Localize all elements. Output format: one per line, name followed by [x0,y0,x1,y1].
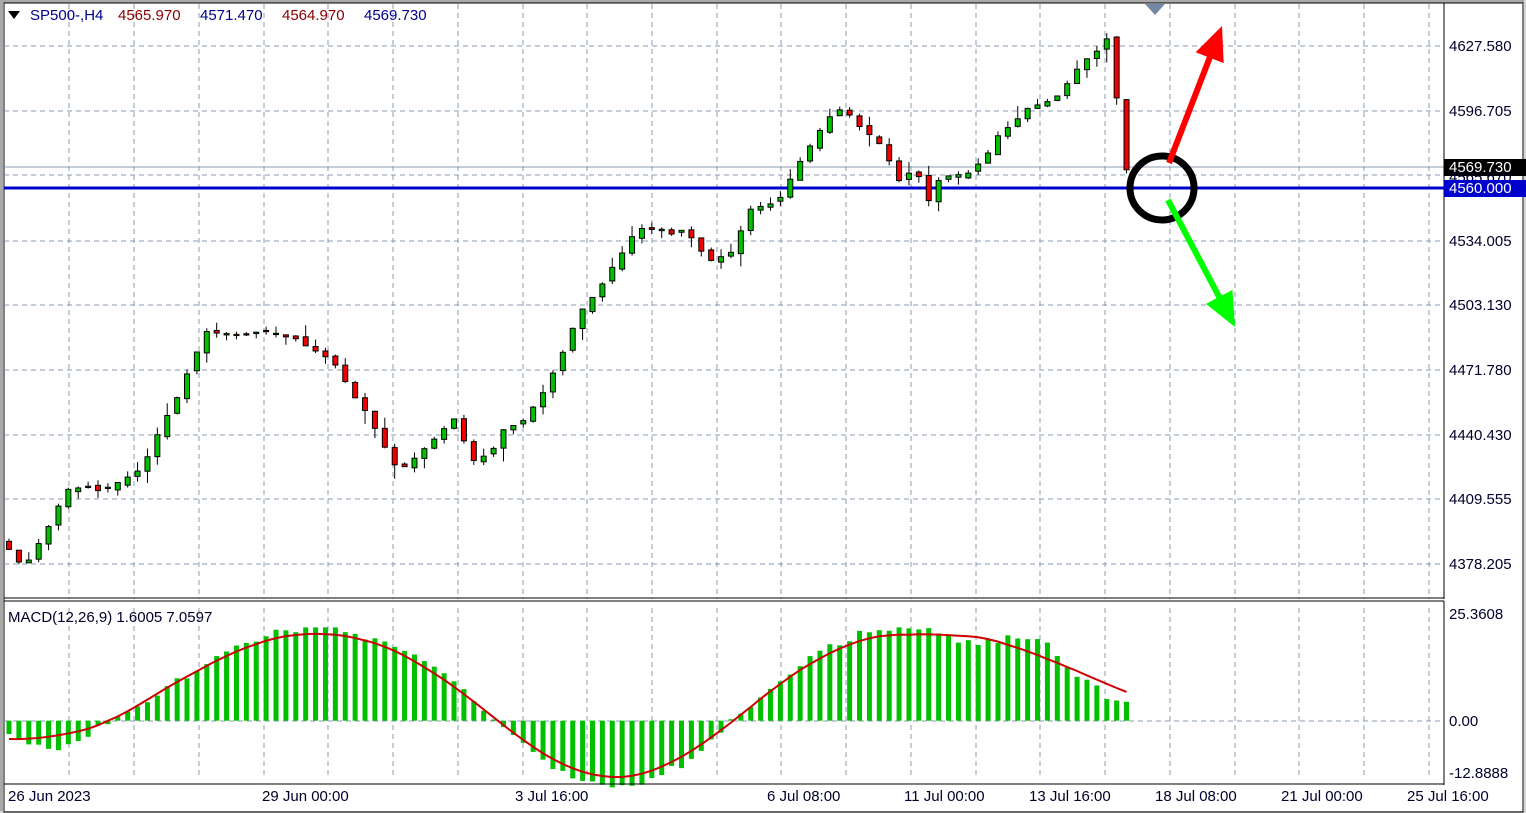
svg-text:4565.970: 4565.970 [118,7,181,24]
svg-text:26 Jun 2023: 26 Jun 2023 [8,788,91,805]
svg-text:4571.470: 4571.470 [200,7,263,24]
svg-text:3 Jul 16:00: 3 Jul 16:00 [515,788,588,805]
svg-text:4471.780: 4471.780 [1449,362,1512,379]
svg-text:4596.705: 4596.705 [1449,103,1512,120]
svg-text:25 Jul 16:00: 25 Jul 16:00 [1407,788,1489,805]
svg-text:4534.005: 4534.005 [1449,233,1512,250]
svg-text:4564.970: 4564.970 [282,7,345,24]
svg-text:4440.430: 4440.430 [1449,427,1512,444]
svg-text:25.3608: 25.3608 [1449,606,1503,623]
svg-text:4503.130: 4503.130 [1449,297,1512,314]
svg-text:0.00: 0.00 [1449,713,1478,730]
svg-text:21 Jul 00:00: 21 Jul 00:00 [1281,788,1363,805]
svg-text:6 Jul 08:00: 6 Jul 08:00 [767,788,840,805]
svg-text:18 Jul 08:00: 18 Jul 08:00 [1155,788,1237,805]
svg-text:13 Jul 16:00: 13 Jul 16:00 [1029,788,1111,805]
svg-text:4560.000: 4560.000 [1449,180,1512,197]
svg-text:SP500-,H4: SP500-,H4 [30,7,103,24]
svg-text:11 Jul 00:00: 11 Jul 00:00 [904,788,985,805]
svg-text:4627.580: 4627.580 [1449,38,1512,55]
svg-text:4378.205: 4378.205 [1449,556,1512,573]
svg-text:4409.555: 4409.555 [1449,491,1512,508]
svg-text:29 Jun 00:00: 29 Jun 00:00 [262,788,349,805]
svg-text:-12.8888: -12.8888 [1449,765,1508,782]
svg-text:MACD(12,26,9) 1.6005 7.0597: MACD(12,26,9) 1.6005 7.0597 [8,609,212,626]
svg-text:4569.730: 4569.730 [364,7,427,24]
